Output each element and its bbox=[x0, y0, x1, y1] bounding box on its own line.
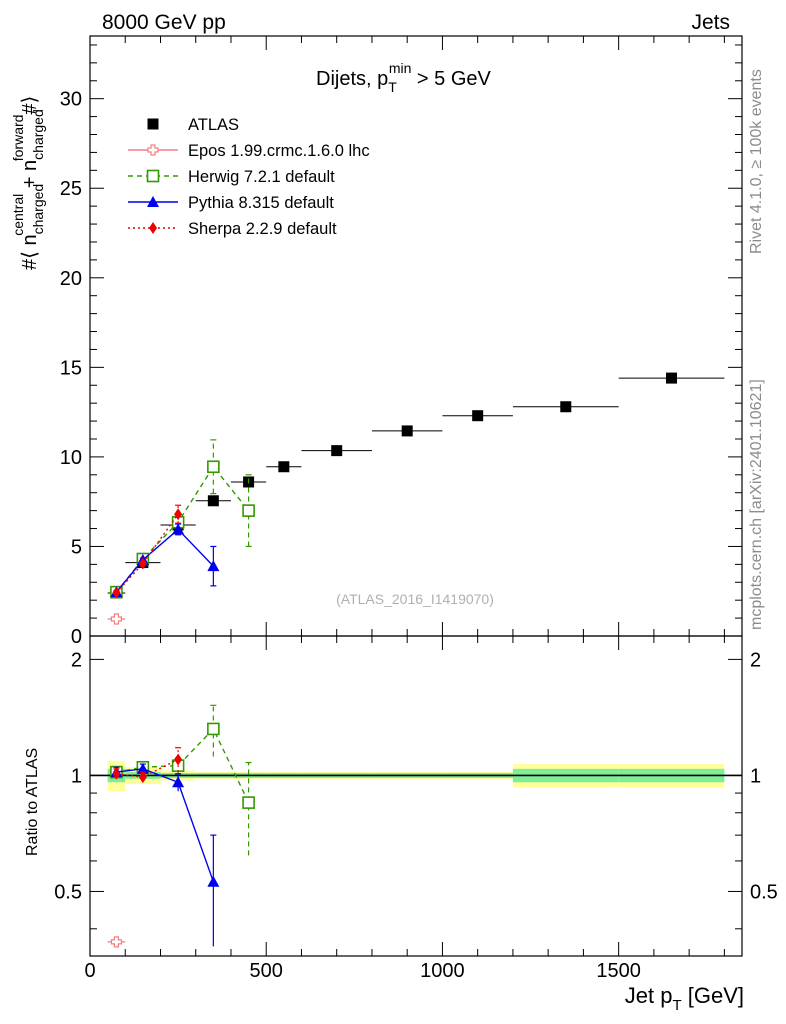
data-point bbox=[136, 762, 149, 774]
y-tick-label: 30 bbox=[60, 89, 82, 111]
ylabel-sup1: central bbox=[10, 194, 26, 236]
data-point bbox=[147, 144, 159, 156]
ratio-y-tick-label-left: 1 bbox=[71, 765, 82, 787]
data-point bbox=[110, 613, 123, 625]
data-point bbox=[207, 495, 219, 507]
data-point bbox=[112, 767, 121, 780]
y-tick-label: 20 bbox=[60, 268, 82, 290]
main-ylabel: #⟨ nchargedcentral + nchargedforward#⟩ bbox=[10, 96, 46, 270]
ratio-y-tick-label-left: 2 bbox=[71, 649, 82, 671]
ratio-ytick-labels: 0.5 0.5 1 1 2 2 bbox=[54, 649, 778, 903]
ylabel-close: #⟩ bbox=[19, 96, 41, 115]
x-axis-label: Jet pT [GeV] bbox=[625, 983, 744, 1014]
data-point bbox=[278, 461, 290, 473]
data-point bbox=[110, 936, 123, 948]
data-point bbox=[138, 557, 147, 570]
data-point bbox=[207, 560, 220, 572]
y-tick-label: 15 bbox=[60, 357, 82, 379]
data-point bbox=[666, 372, 678, 384]
legend-label: Herwig 7.2.1 default bbox=[188, 168, 335, 186]
data-point bbox=[146, 169, 160, 183]
ratio-frame bbox=[89, 635, 743, 957]
data-point bbox=[172, 776, 185, 788]
data-point bbox=[207, 460, 220, 474]
legend-label: Pythia 8.315 default bbox=[188, 194, 334, 212]
title-sub: T bbox=[388, 79, 397, 95]
data-point bbox=[242, 796, 255, 809]
data-point bbox=[147, 118, 159, 130]
xlabel-sub: T bbox=[672, 997, 681, 1014]
ratio-data bbox=[107, 704, 255, 948]
ylabel-open: #⟨ n bbox=[19, 234, 41, 270]
legend-label: Epos 1.99.crmc.1.6.0 lhc bbox=[188, 142, 370, 160]
y-tick-label: 10 bbox=[60, 447, 82, 469]
data-point bbox=[207, 875, 220, 887]
ratio-bands bbox=[90, 760, 742, 792]
ylabel-plus: + n bbox=[19, 160, 41, 194]
data-point bbox=[112, 586, 121, 599]
title-rest: > 5 GeV bbox=[411, 68, 491, 90]
mcplots-label: mcplots.cern.ch [arXiv:2401.10621] bbox=[748, 379, 765, 630]
main-panel: 0 5 10 15 20 25 30 Dijets, pTmin > 5 GeV (ATLA… bbox=[10, 35, 743, 648]
x-tick-label: 1000 bbox=[420, 960, 465, 982]
data-point bbox=[174, 753, 183, 766]
data-point bbox=[331, 445, 343, 457]
y-tick-label: 0 bbox=[71, 626, 82, 648]
data-point bbox=[172, 523, 185, 535]
title-main: Dijets, p bbox=[316, 68, 388, 90]
ratio-panel: 0.5 0.5 1 1 2 2 Ratio to ATLAS bbox=[24, 635, 778, 957]
xlabel-main: Jet p bbox=[625, 983, 673, 1008]
legend: ATLAS Epos 1.99.crmc.1.6.0 lhc Herwig 7.2.… bbox=[128, 116, 370, 238]
data-point bbox=[207, 722, 220, 736]
analysis-watermark: (ATLAS_2016_I1419070) bbox=[336, 591, 494, 607]
header-left: 8000 GeV pp bbox=[102, 11, 226, 34]
x-tick-label: 500 bbox=[250, 960, 283, 982]
main-ticks bbox=[89, 36, 742, 637]
header-right: Jets bbox=[691, 11, 730, 34]
data-point bbox=[472, 410, 484, 422]
ylabel-sub1: charged bbox=[30, 184, 46, 235]
legend-label: ATLAS bbox=[188, 116, 239, 134]
ratio-y-tick-label-right: 1 bbox=[750, 765, 761, 787]
rivet-label: Rivet 4.1.0, ≥ 100k events bbox=[748, 69, 765, 254]
ratio-ylabel: Ratio to ATLAS bbox=[24, 748, 41, 856]
xlabel-rest: [GeV] bbox=[682, 983, 744, 1008]
y-tick-label: 5 bbox=[71, 536, 82, 558]
ratio-y-tick-label-right: 0.5 bbox=[750, 881, 778, 903]
y-tick-label: 25 bbox=[60, 178, 82, 200]
ratio-ticks bbox=[89, 636, 742, 956]
ylabel-sup2: forward bbox=[10, 115, 26, 162]
data-point bbox=[401, 425, 413, 437]
legend-label: Sherpa 2.2.9 default bbox=[188, 220, 337, 238]
ylabel-sub2: charged bbox=[30, 109, 46, 160]
main-ytick-labels: 0 5 10 15 20 25 30 bbox=[60, 89, 82, 648]
data-point bbox=[560, 401, 572, 413]
ratio-series-line bbox=[116, 768, 215, 882]
main-data bbox=[107, 372, 725, 625]
data-point bbox=[147, 196, 159, 207]
x-tick-label: 1500 bbox=[596, 960, 641, 982]
data-point bbox=[242, 504, 255, 517]
ratio-y-tick-label-right: 2 bbox=[750, 649, 761, 671]
data-point bbox=[138, 771, 147, 784]
data-point bbox=[174, 508, 183, 521]
plot-title: Dijets, pTmin > 5 GeV bbox=[316, 60, 492, 95]
data-point bbox=[149, 222, 157, 234]
title-sup: min bbox=[389, 60, 412, 76]
series-line bbox=[115, 528, 214, 593]
x-tick-label: 0 bbox=[84, 960, 95, 982]
xtick-labels: 0 500 1000 1500 bbox=[84, 960, 640, 982]
ratio-y-tick-label-left: 0.5 bbox=[54, 881, 82, 903]
